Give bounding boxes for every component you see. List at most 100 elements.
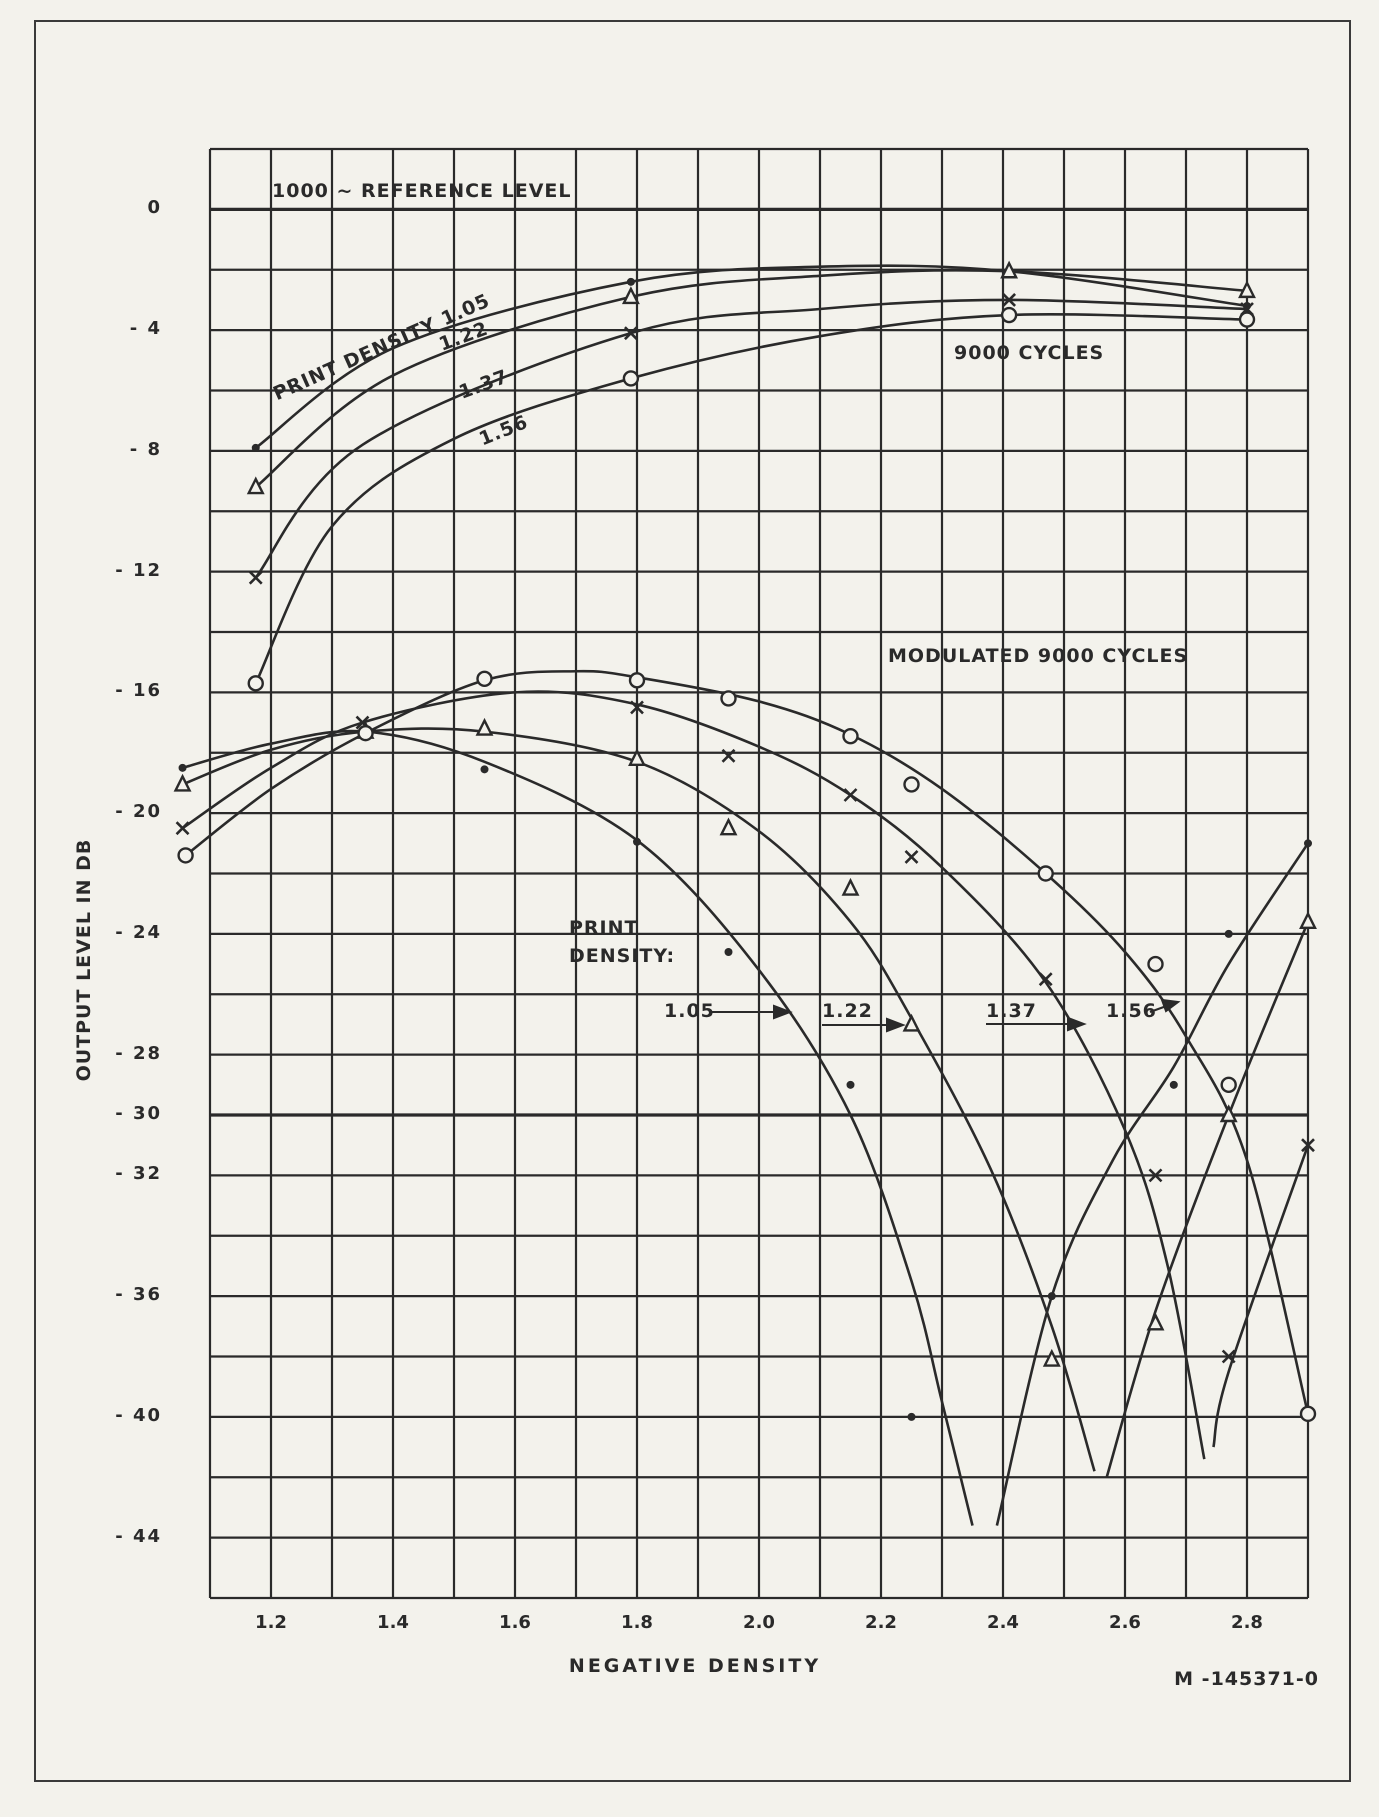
curves <box>181 264 1310 1526</box>
data-point-dot <box>846 1080 855 1089</box>
x-tick-label: 1.4 <box>377 1612 409 1633</box>
modulated-9000-cycles-label: MODULATED 9000 CYCLES <box>888 645 1189 667</box>
data-point-circle <box>1000 306 1018 324</box>
lower-137-label: 1.37 <box>986 1000 1037 1022</box>
data-point-circle <box>903 776 920 793</box>
data-point-dot <box>633 837 641 846</box>
series-line <box>254 269 1248 489</box>
y-tick-label: - 12 <box>115 559 162 581</box>
y-tick-label: - 24 <box>115 921 162 943</box>
x-tick-label: 2.6 <box>1109 1612 1141 1633</box>
x-tick-label: 2.2 <box>865 1612 897 1633</box>
data-point-triangle <box>1299 911 1317 929</box>
data-point-triangle <box>628 748 646 766</box>
lower-156-label: 1.56 <box>1106 1000 1157 1022</box>
y-tick-label: - 36 <box>115 1284 162 1306</box>
y-tick-label: - 30 <box>115 1103 162 1124</box>
x-axis-label: NEGATIVE DENSITY <box>568 1655 822 1677</box>
series-line <box>1105 921 1310 1478</box>
data-point-triangle <box>1000 260 1019 279</box>
x-tick-label: 1.2 <box>255 1612 287 1633</box>
drawing-number: M -145371-0 <box>1174 1668 1319 1690</box>
data-point-circle <box>1238 311 1256 328</box>
data-point-x <box>1038 972 1053 987</box>
y-tick-label: - 4 <box>129 318 162 340</box>
y-tick-label: - 20 <box>115 801 162 823</box>
x-tick-label: 2.0 <box>743 1612 775 1633</box>
data-point-circle <box>842 727 859 745</box>
data-point-x <box>630 700 644 715</box>
data-point-dot <box>907 1412 916 1421</box>
data-point-dot <box>1224 929 1233 938</box>
data-point-triangle <box>719 817 738 836</box>
data-point-x <box>904 849 919 864</box>
y-tick-label: - 32 <box>115 1163 162 1185</box>
data-point-triangle <box>1042 1348 1061 1367</box>
data-point-dot <box>1304 839 1312 848</box>
y-tick-label: - 28 <box>115 1042 162 1064</box>
data-point-circle <box>622 370 640 387</box>
y-tick-label: - 16 <box>115 680 162 702</box>
series-line <box>181 690 1206 1460</box>
data-point-x <box>1148 1168 1163 1183</box>
series-line <box>254 264 1248 449</box>
series-line <box>184 669 1310 1415</box>
markers <box>173 260 1317 1423</box>
grid <box>208 147 1310 1600</box>
data-point-triangle <box>475 717 494 736</box>
annotation-arrows <box>712 998 1181 1033</box>
x-tick-label: 2.8 <box>1231 1612 1263 1633</box>
series-line <box>995 842 1310 1526</box>
data-point-dot <box>251 443 260 452</box>
data-point-triangle <box>1238 280 1256 299</box>
data-point-circle <box>357 724 374 742</box>
y-tick-label: - 40 <box>115 1404 162 1426</box>
data-point-circle <box>1147 955 1164 973</box>
data-point-circle <box>720 690 737 707</box>
data-point-circle <box>1037 865 1054 882</box>
data-point-triangle <box>1146 1312 1165 1331</box>
arrowhead <box>886 1017 906 1033</box>
data-point-triangle <box>841 877 860 896</box>
y-tick-label: - 8 <box>129 438 162 460</box>
data-point-x <box>248 570 263 585</box>
y-tick-label: 0 <box>147 197 162 219</box>
data-point-dot <box>724 947 733 956</box>
data-point-x <box>843 788 858 802</box>
lower-print-label: PRINT <box>569 917 639 939</box>
data-point-triangle <box>246 476 265 495</box>
arrowhead <box>1067 1016 1087 1032</box>
lower-105-label: 1.05 <box>664 1000 715 1022</box>
lower-density-label: DENSITY: <box>569 945 676 967</box>
lower-122-label: 1.22 <box>822 1000 873 1022</box>
y-axis-label: OUTPUT LEVEL IN DB <box>73 838 95 1082</box>
x-tick-label: 1.6 <box>499 1612 531 1633</box>
data-point-dot <box>626 277 635 286</box>
x-tick-label: 2.4 <box>987 1612 1019 1633</box>
9000-cycles-label: 9000 CYCLES <box>954 342 1105 364</box>
x-tick-label: 1.8 <box>621 1612 653 1633</box>
data-point-dot <box>1047 1292 1056 1301</box>
y-tick-label: - 44 <box>115 1525 162 1547</box>
data-point-circle <box>628 672 646 689</box>
data-point-x <box>1002 293 1017 307</box>
data-point-circle <box>177 847 194 864</box>
series-line <box>254 298 1248 579</box>
series-line <box>182 729 974 1526</box>
data-point-x <box>1301 1138 1315 1153</box>
data-point-x <box>623 326 638 341</box>
arrowhead <box>1160 998 1181 1013</box>
data-point-x <box>1221 1349 1236 1364</box>
data-point-circle <box>1220 1076 1237 1094</box>
data-point-x <box>175 821 190 836</box>
data-point-triangle <box>173 773 192 792</box>
data-point-dot <box>178 763 187 772</box>
series-line <box>1212 1144 1310 1448</box>
page-border <box>34 20 1351 1782</box>
data-point-circle <box>476 670 493 687</box>
arrowhead <box>773 1004 793 1020</box>
data-point-dot <box>1169 1080 1178 1089</box>
reference-level-label: 1000 ~ REFERENCE LEVEL <box>272 180 572 202</box>
